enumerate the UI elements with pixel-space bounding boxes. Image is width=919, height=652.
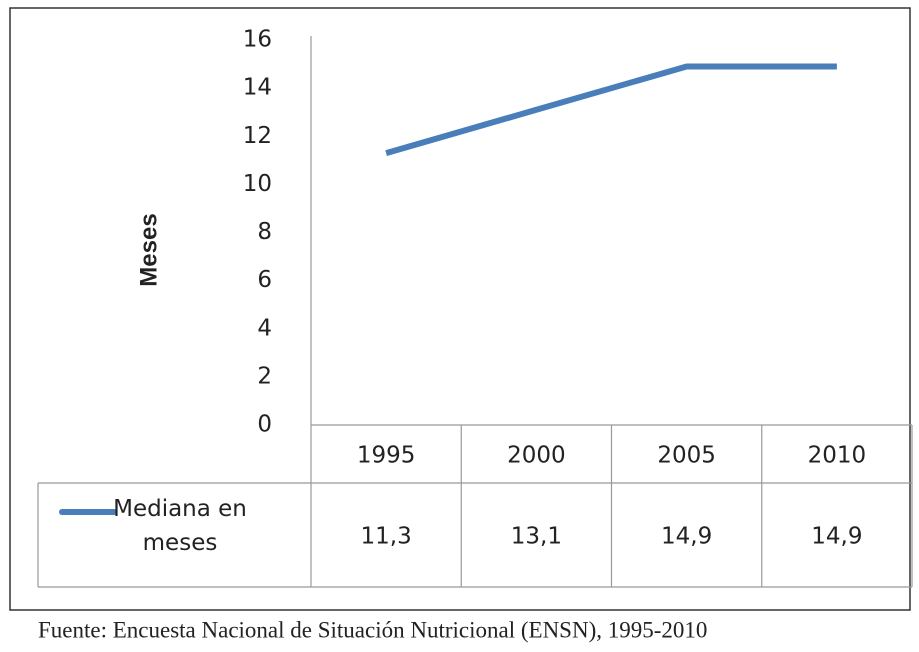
y-axis-label: Meses <box>135 213 162 286</box>
table-value: 13,1 <box>511 524 562 550</box>
table-value: 14,9 <box>811 524 862 550</box>
y-tick-label: 16 <box>243 27 272 53</box>
legend-label: Mediana en meses <box>113 496 247 556</box>
frame <box>9 7 911 611</box>
y-tick-label: 2 <box>257 363 272 389</box>
y-tick-label: 12 <box>243 123 272 149</box>
y-tick-label: 8 <box>257 219 272 245</box>
table-value: 11,3 <box>361 524 412 550</box>
legend-box: Mediana en meses <box>113 496 247 556</box>
y-tick-label: 10 <box>243 171 272 197</box>
x-tick-label: 2010 <box>808 443 867 469</box>
y-tick-label: 14 <box>243 75 272 101</box>
table-value: 14,9 <box>661 524 712 550</box>
x-tick-label: 2000 <box>507 443 566 469</box>
x-tick-label: 2005 <box>657 443 716 469</box>
source: Fuente: Encuesta Nacional de Situación N… <box>38 617 707 642</box>
x-tick-label: 1995 <box>357 443 416 469</box>
y-tick-label: 0 <box>257 412 272 438</box>
line <box>385 63 837 156</box>
y-tick-label: 4 <box>257 315 272 341</box>
y-tick-label: 6 <box>257 267 272 293</box>
